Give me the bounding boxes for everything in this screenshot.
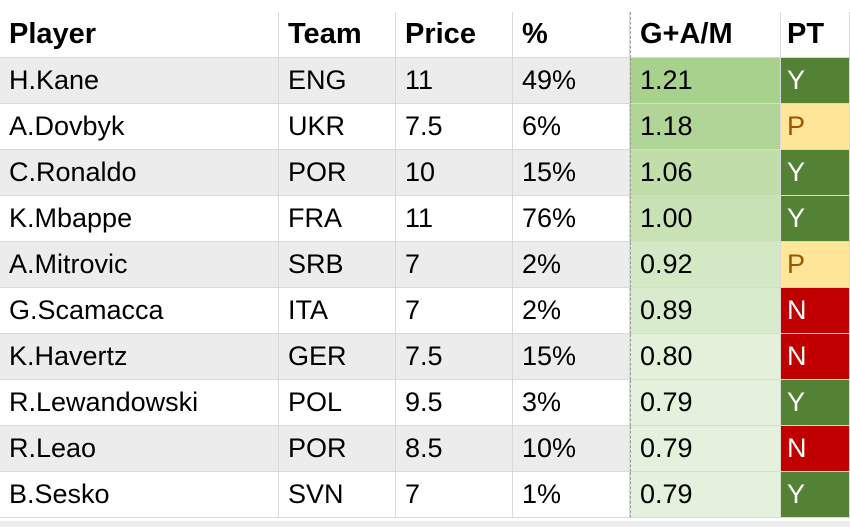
- player-cell[interactable]: R.Lewandowski: [0, 380, 279, 426]
- team-cell[interactable]: SRB: [279, 242, 396, 288]
- ownership-cell[interactable]: 49%: [513, 58, 630, 104]
- table-row: B.Sesko SVN 7 1% 0.79 Y: [0, 472, 850, 518]
- player-cell[interactable]: A.Dovbyk: [0, 104, 279, 150]
- ownership-cell[interactable]: 6%: [513, 104, 630, 150]
- team-cell[interactable]: UKR: [279, 104, 396, 150]
- team-cell[interactable]: GER: [279, 334, 396, 380]
- playing-time-cell[interactable]: Y: [781, 472, 850, 518]
- table-row: R.Leao POR 8.5 10% 0.79 N: [0, 426, 850, 472]
- player-cell[interactable]: G.Scamacca: [0, 288, 279, 334]
- playing-time-cell[interactable]: P: [781, 242, 850, 288]
- team-cell[interactable]: ITA: [279, 288, 396, 334]
- playing-time-cell[interactable]: Y: [781, 380, 850, 426]
- player-cell[interactable]: B.Sesko: [0, 472, 279, 518]
- playing-time-cell[interactable]: P: [781, 104, 850, 150]
- header-goals-assists-per-match[interactable]: G+A/M: [630, 12, 781, 58]
- goals-assists-per-match-cell[interactable]: 1.06: [630, 150, 781, 196]
- playing-time-cell[interactable]: Y: [781, 196, 850, 242]
- ownership-cell[interactable]: 2%: [513, 242, 630, 288]
- table-row: G.Scamacca ITA 7 2% 0.89 N: [0, 288, 850, 334]
- table-row: C.Ronaldo POR 10 15% 1.06 Y: [0, 150, 850, 196]
- player-cell[interactable]: H.Kane: [0, 58, 279, 104]
- header-player[interactable]: Player: [0, 12, 279, 58]
- price-cell[interactable]: 9.5: [396, 380, 513, 426]
- ownership-cell[interactable]: 15%: [513, 150, 630, 196]
- goals-assists-per-match-cell[interactable]: 0.79: [630, 472, 781, 518]
- header-playing-time[interactable]: PT: [781, 12, 850, 58]
- price-cell[interactable]: 7.5: [396, 104, 513, 150]
- team-cell[interactable]: SVN: [279, 472, 396, 518]
- goals-assists-per-match-cell[interactable]: 1.00: [630, 196, 781, 242]
- player-cell[interactable]: C.Ronaldo: [0, 150, 279, 196]
- next-row-strip: [0, 521, 850, 527]
- playing-time-cell[interactable]: N: [781, 334, 850, 380]
- price-cell[interactable]: 10: [396, 150, 513, 196]
- price-cell[interactable]: 7: [396, 242, 513, 288]
- player-cell[interactable]: R.Leao: [0, 426, 279, 472]
- goals-assists-per-match-cell[interactable]: 0.80: [630, 334, 781, 380]
- team-cell[interactable]: FRA: [279, 196, 396, 242]
- team-cell[interactable]: ENG: [279, 58, 396, 104]
- team-cell[interactable]: POL: [279, 380, 396, 426]
- player-cell[interactable]: A.Mitrovic: [0, 242, 279, 288]
- price-cell[interactable]: 7: [396, 472, 513, 518]
- ownership-cell[interactable]: 10%: [513, 426, 630, 472]
- ownership-cell[interactable]: 76%: [513, 196, 630, 242]
- table-row: A.Dovbyk UKR 7.5 6% 1.18 P: [0, 104, 850, 150]
- team-cell[interactable]: POR: [279, 150, 396, 196]
- header-row: Player Team Price % G+A/M PT: [0, 12, 850, 58]
- player-cell[interactable]: K.Havertz: [0, 334, 279, 380]
- table-row: A.Mitrovic SRB 7 2% 0.92 P: [0, 242, 850, 288]
- goals-assists-per-match-cell[interactable]: 1.21: [630, 58, 781, 104]
- price-cell[interactable]: 11: [396, 196, 513, 242]
- header-team[interactable]: Team: [279, 12, 396, 58]
- goals-assists-per-match-cell[interactable]: 1.18: [630, 104, 781, 150]
- ownership-cell[interactable]: 15%: [513, 334, 630, 380]
- playing-time-cell[interactable]: Y: [781, 150, 850, 196]
- goals-assists-per-match-cell[interactable]: 0.79: [630, 426, 781, 472]
- ownership-cell[interactable]: 2%: [513, 288, 630, 334]
- price-cell[interactable]: 7: [396, 288, 513, 334]
- ownership-cell[interactable]: 1%: [513, 472, 630, 518]
- header-price[interactable]: Price: [396, 12, 513, 58]
- player-cell[interactable]: K.Mbappe: [0, 196, 279, 242]
- table-row: K.Havertz GER 7.5 15% 0.80 N: [0, 334, 850, 380]
- playing-time-cell[interactable]: N: [781, 288, 850, 334]
- price-cell[interactable]: 8.5: [396, 426, 513, 472]
- team-cell[interactable]: POR: [279, 426, 396, 472]
- playing-time-cell[interactable]: N: [781, 426, 850, 472]
- goals-assists-per-match-cell[interactable]: 0.92: [630, 242, 781, 288]
- goals-assists-per-match-cell[interactable]: 0.79: [630, 380, 781, 426]
- price-cell[interactable]: 11: [396, 58, 513, 104]
- goals-assists-per-match-cell[interactable]: 0.89: [630, 288, 781, 334]
- ownership-cell[interactable]: 3%: [513, 380, 630, 426]
- table-row: R.Lewandowski POL 9.5 3% 0.79 Y: [0, 380, 850, 426]
- table-row: K.Mbappe FRA 11 76% 1.00 Y: [0, 196, 850, 242]
- price-cell[interactable]: 7.5: [396, 334, 513, 380]
- table-row: H.Kane ENG 11 49% 1.21 Y: [0, 58, 850, 104]
- playing-time-cell[interactable]: Y: [781, 58, 850, 104]
- header-ownership[interactable]: %: [513, 12, 630, 58]
